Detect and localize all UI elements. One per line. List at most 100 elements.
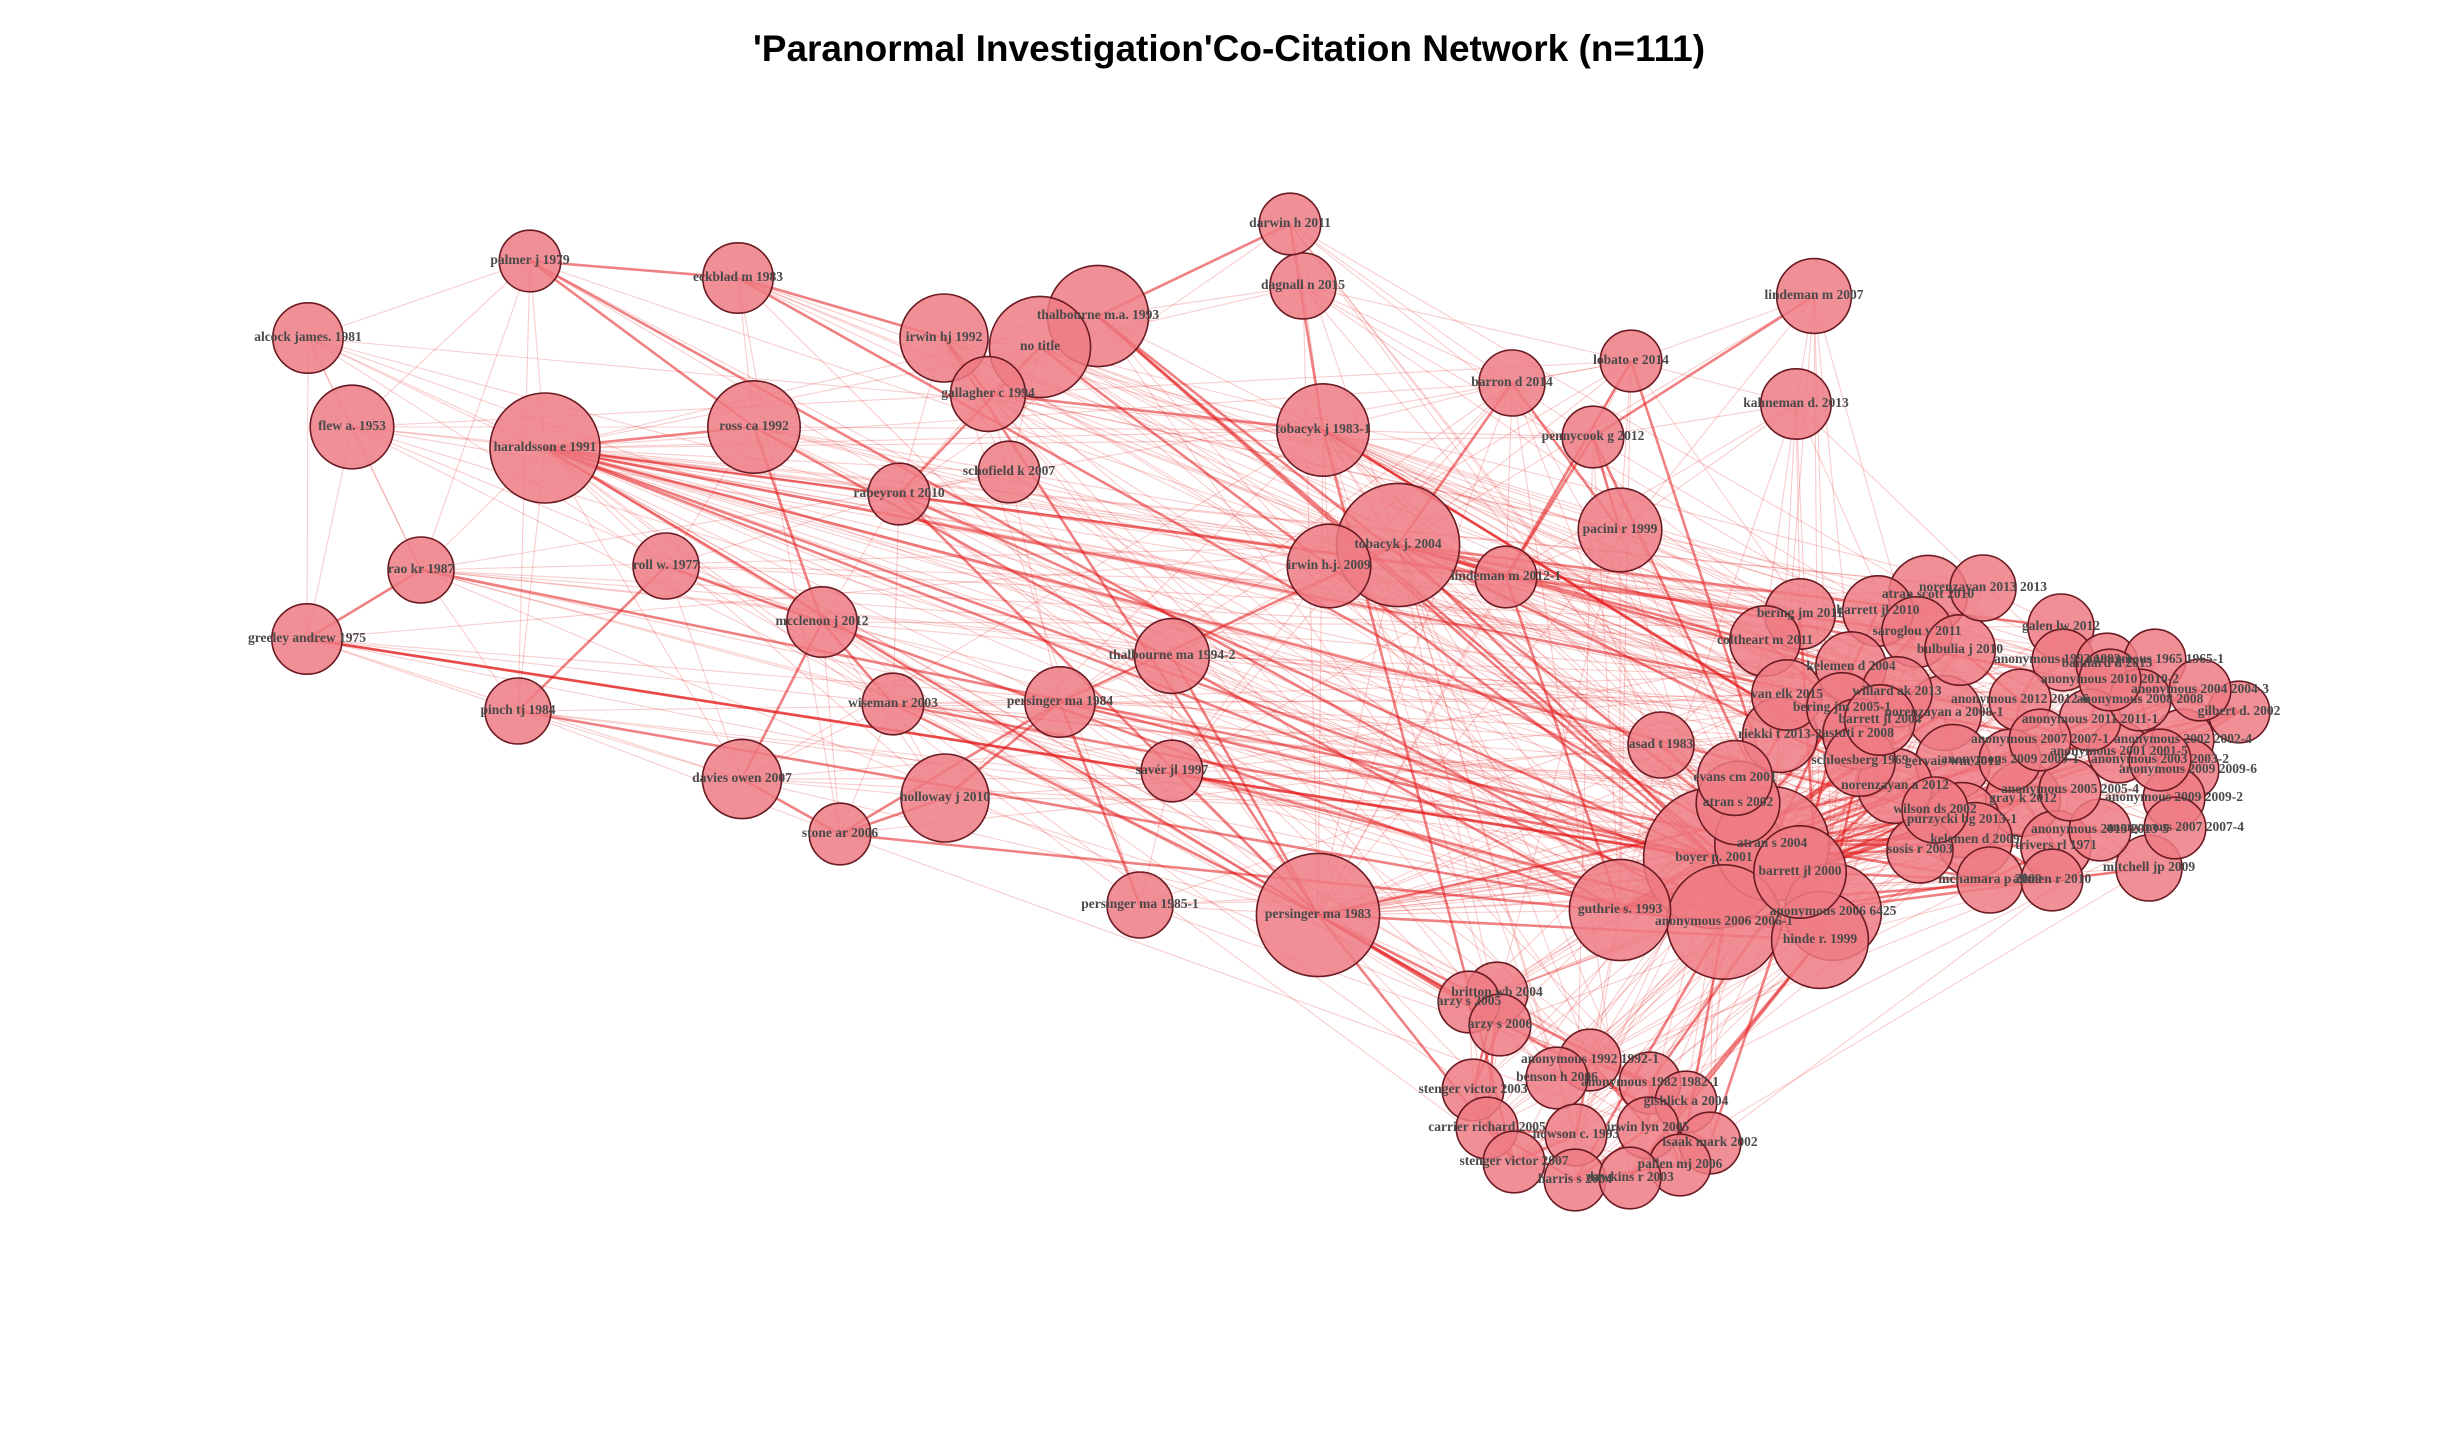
node-label: bulbulia j 2010 — [1917, 641, 2004, 656]
node-label: allmen r 2010 — [2013, 871, 2092, 886]
network-edge — [665, 493, 900, 567]
node-label: persinger ma 1983 — [1265, 906, 1371, 921]
node-label: thalbourne m.a. 1993 — [1037, 307, 1160, 322]
node-label: howson c. 1993 — [1533, 1126, 1620, 1141]
network-edge — [1574, 939, 1821, 1181]
node-label: eckblad m 1983 — [693, 269, 783, 284]
node-label: trivers rl 1971 — [2015, 837, 2097, 852]
network-edge — [1592, 294, 1815, 439]
node-label: kahneman d. 2013 — [1743, 395, 1849, 410]
network-node — [861, 672, 925, 736]
node-label: greeley andrew 1975 — [248, 630, 366, 645]
network-node — [1696, 739, 1774, 817]
network-edge — [306, 638, 1963, 821]
network-node — [2008, 708, 2072, 772]
network-edge — [741, 429, 1324, 780]
network-edge — [544, 447, 1173, 657]
network-edge — [987, 393, 1649, 1129]
node-label: barron d 2014 — [1471, 374, 1553, 389]
network-edge — [821, 621, 1773, 845]
node-label: guthrie s. 1993 — [1578, 901, 1663, 916]
node-label: tobacyk j. 2004 — [1354, 536, 1442, 551]
network-node — [808, 802, 872, 866]
network-edge — [943, 337, 1141, 906]
node-label: anonymous 1992 1992-1 — [1521, 1051, 1659, 1066]
node-label: dawkins r 2003 — [1586, 1169, 1674, 1184]
network-node — [2020, 848, 2084, 912]
network-edge — [307, 337, 1324, 431]
network-node — [1924, 613, 1997, 686]
network-node — [701, 738, 783, 820]
node-label: riekki t 2013-2 — [1738, 726, 1822, 741]
node-label: norenzayan a 2008-1 — [1884, 704, 2003, 719]
network-node — [2168, 658, 2232, 722]
network-edge — [898, 493, 1319, 916]
node-label: no title — [1020, 338, 1060, 353]
node-label: galen lw 2012 — [2022, 618, 2100, 633]
node-label: davies owen 2007 — [692, 770, 792, 785]
network-edge — [306, 638, 519, 712]
network-edge — [420, 569, 1801, 873]
network-edge — [544, 447, 1141, 906]
network-node — [1474, 545, 1538, 609]
node-label: gallagher c 1994 — [941, 385, 1035, 400]
node-label: anonymous 2013 2013-5 — [2031, 821, 2169, 836]
node-label: anonymous 2006 6425 — [1770, 903, 1897, 918]
network-edge — [1317, 295, 1815, 916]
network-node — [1753, 824, 1848, 919]
network-edge — [839, 833, 1649, 1129]
network-nodes — [270, 192, 2271, 1212]
network-edge — [753, 426, 1324, 431]
node-label: boyer p. 2001 — [1675, 849, 1753, 864]
network-edge — [737, 277, 841, 835]
node-label: anonymous 2004 2004-3 — [2131, 681, 2269, 696]
network-node — [270, 602, 343, 675]
node-label: wilson ds 2002 — [1893, 801, 1977, 816]
node-label: anonymous 2003 2003-2 — [2091, 751, 2229, 766]
network-node — [498, 229, 562, 293]
network-edge — [307, 337, 667, 567]
network-node — [1599, 329, 1663, 393]
node-label: mcclenon j 2012 — [776, 613, 869, 628]
network-edge — [944, 797, 1319, 916]
network-edge — [898, 492, 1715, 860]
node-label: bering jm 2011 — [1757, 605, 1843, 620]
network-node — [1949, 554, 2017, 622]
network-edge — [1171, 565, 1330, 772]
node-label: rabeyron t 2010 — [853, 485, 944, 500]
node-label: arzy s 2006 — [1468, 1016, 1533, 1031]
node-label: stone ar 2006 — [802, 825, 878, 840]
network-edge — [987, 393, 1399, 546]
node-label: gishlick a 2004 — [1644, 1093, 1729, 1108]
network-edge — [1008, 471, 1621, 911]
network-node — [701, 242, 774, 315]
network-edge — [1795, 403, 2064, 661]
node-label: van elk 2015 — [1751, 686, 1823, 701]
node-label: gray k 2012 — [1989, 790, 2057, 805]
node-label: anonymous 2001 2001-5 — [2050, 743, 2188, 758]
network-edge — [1317, 382, 1513, 916]
network-node — [1024, 665, 1097, 738]
network-node — [1286, 523, 1372, 609]
network-edge — [943, 337, 1501, 1026]
network-node — [1258, 192, 1322, 256]
node-label: evans cm 2001 — [1693, 769, 1776, 784]
network-edge — [1317, 429, 1324, 916]
network-node — [484, 677, 552, 745]
node-label: barrett jl 2004 — [1839, 711, 1922, 726]
node-label: irwin lyn 2005 — [1607, 1119, 1690, 1134]
node-label: atran s 2002 — [1703, 794, 1774, 809]
network-edge — [1302, 285, 1513, 384]
network-edge — [307, 337, 1061, 703]
network-node — [867, 462, 931, 526]
node-label: anonymous 2007 2007-4 — [2106, 819, 2244, 834]
node-label: anonymous 2009 2009-2 — [2105, 789, 2243, 804]
node-label: anonymous 1993 1993-1 — [1994, 651, 2132, 666]
network-edge — [741, 778, 1319, 916]
network-edge — [1289, 223, 1929, 596]
network-edge — [351, 426, 1801, 873]
network-edge — [944, 797, 1739, 804]
network-edge — [1058, 701, 1142, 906]
node-label: anonymous 2011 2011-1 — [2022, 711, 2159, 726]
